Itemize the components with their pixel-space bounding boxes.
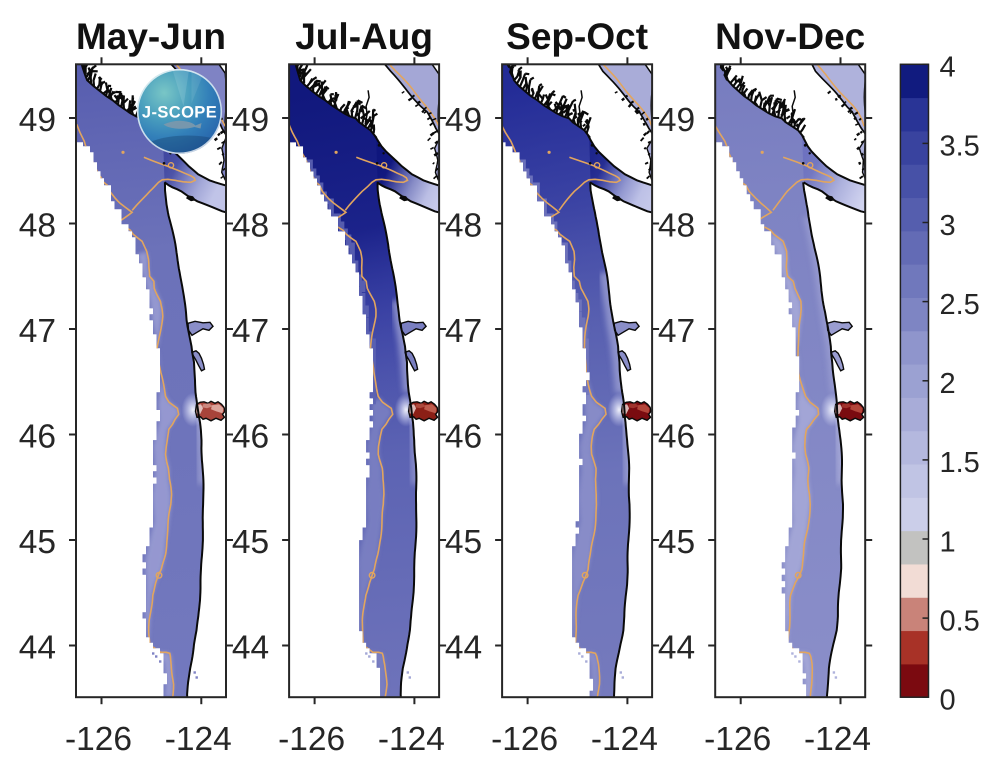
svg-text:Sep-Oct: Sep-Oct	[506, 16, 648, 57]
svg-text:-124: -124	[378, 721, 445, 758]
svg-text:-126: -126	[491, 721, 558, 758]
svg-text:46: 46	[658, 419, 695, 456]
svg-text:-126: -126	[704, 721, 771, 758]
svg-text:49: 49	[445, 102, 482, 139]
svg-text:46: 46	[445, 419, 482, 456]
svg-text:44: 44	[232, 630, 269, 667]
svg-text:May-Jun: May-Jun	[76, 16, 226, 57]
svg-text:45: 45	[232, 524, 269, 561]
svg-text:45: 45	[19, 524, 56, 561]
svg-text:47: 47	[232, 313, 269, 350]
svg-text:-126: -126	[278, 721, 345, 758]
svg-text:44: 44	[445, 630, 482, 667]
svg-text:48: 48	[658, 208, 695, 245]
svg-text:2.5: 2.5	[940, 289, 980, 321]
svg-text:45: 45	[658, 524, 695, 561]
svg-text:Jul-Aug: Jul-Aug	[295, 16, 433, 57]
svg-text:3: 3	[940, 210, 956, 242]
svg-text:0: 0	[940, 685, 956, 717]
svg-text:-124: -124	[165, 721, 232, 758]
svg-text:49: 49	[658, 102, 695, 139]
svg-text:2: 2	[940, 368, 956, 400]
svg-text:47: 47	[445, 313, 482, 350]
svg-text:47: 47	[19, 313, 56, 350]
svg-text:-124: -124	[804, 721, 871, 758]
svg-text:0.5: 0.5	[940, 605, 980, 637]
svg-text:-126: -126	[65, 721, 132, 758]
svg-text:Nov-Dec: Nov-Dec	[715, 16, 865, 57]
svg-text:44: 44	[658, 630, 695, 667]
svg-text:49: 49	[19, 102, 56, 139]
svg-text:4: 4	[940, 52, 956, 84]
svg-text:1: 1	[940, 526, 956, 558]
svg-text:48: 48	[445, 208, 482, 245]
svg-text:46: 46	[232, 419, 269, 456]
svg-text:J-SCOPE: J-SCOPE	[142, 104, 217, 122]
svg-text:1.5: 1.5	[940, 447, 980, 479]
svg-text:49: 49	[232, 102, 269, 139]
svg-text:45: 45	[445, 524, 482, 561]
svg-text:-124: -124	[591, 721, 658, 758]
svg-text:46: 46	[19, 419, 56, 456]
svg-text:44: 44	[19, 630, 56, 667]
svg-text:48: 48	[19, 208, 56, 245]
svg-text:3.5: 3.5	[940, 131, 980, 163]
svg-text:47: 47	[658, 313, 695, 350]
svg-text:48: 48	[232, 208, 269, 245]
